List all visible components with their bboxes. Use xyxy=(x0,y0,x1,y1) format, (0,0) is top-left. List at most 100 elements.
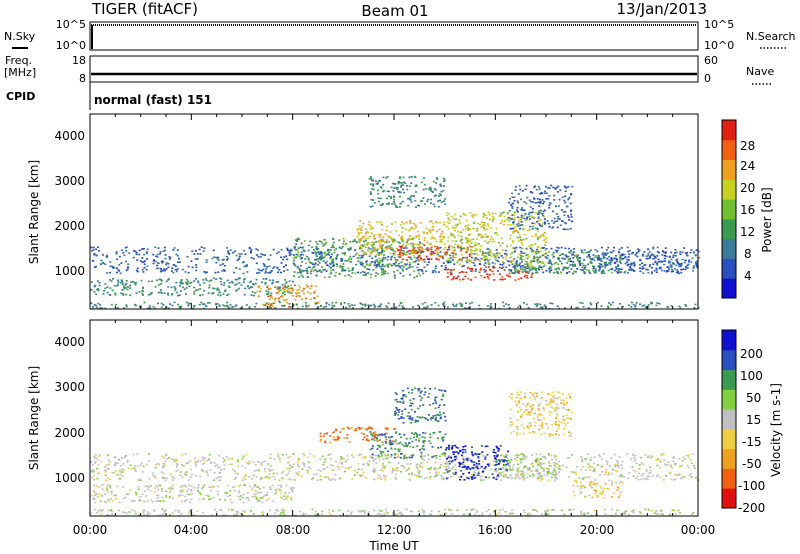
scatter-cell-0 xyxy=(263,460,266,462)
scatter-cell-0 xyxy=(195,269,197,272)
scatter-cell-0 xyxy=(116,258,119,261)
scatter-cell-0 xyxy=(439,246,442,249)
scatter-cell-0 xyxy=(245,453,248,456)
scatter-cell-6 xyxy=(447,268,450,271)
scatter-cell-2 xyxy=(307,291,309,293)
scatter-cell-10 xyxy=(430,198,433,201)
scatter-cell-7 xyxy=(536,260,539,263)
scatter-cell-5 xyxy=(426,249,429,252)
scatter-cell-4 xyxy=(415,226,417,228)
scatter-cell-0 xyxy=(227,250,230,252)
scatter-cell-1 xyxy=(216,287,219,290)
scatter-cell-1 xyxy=(249,485,251,488)
scatter-cell-3 xyxy=(441,395,444,397)
scatter-cell-9 xyxy=(541,213,544,215)
scatter-cell-0 xyxy=(183,465,185,467)
scatter-cell-3 xyxy=(387,266,390,268)
scatter-cell-1 xyxy=(277,484,280,487)
scatter-cell-0 xyxy=(660,454,663,456)
scatter-cell-1 xyxy=(256,500,259,503)
scatter-cell-0 xyxy=(457,476,460,478)
scatter-cell-0 xyxy=(610,473,613,475)
scatter-cell-0 xyxy=(234,472,237,475)
scatter-cell-0 xyxy=(683,261,686,264)
scatter-cell-8 xyxy=(526,257,529,260)
scatter-cell-0 xyxy=(272,475,275,478)
scatter-cell-7 xyxy=(542,239,545,242)
scatter-cell-3 xyxy=(396,401,399,403)
scatter-cell-0 xyxy=(135,269,138,272)
scatter-cell-0 xyxy=(202,250,205,252)
scatter-cell-7 xyxy=(469,212,472,214)
scatter-cell-0 xyxy=(257,249,260,251)
scatter-cell-4 xyxy=(432,222,435,225)
scatter-cell-2 xyxy=(277,286,280,289)
scatter-cell-0 xyxy=(481,460,484,463)
scatter-cell-0 xyxy=(322,463,325,466)
scatter-cell-1 xyxy=(114,292,117,295)
scatter-cell-1 xyxy=(250,286,253,288)
scatter-cell-4 xyxy=(378,236,381,238)
scatter-cell-1 xyxy=(93,494,96,497)
nsearch-tick-bottom: 10^0 xyxy=(704,39,734,52)
scatter-cell-3 xyxy=(341,268,344,270)
scatter-cell-0 xyxy=(115,253,118,255)
scatter-cell-0 xyxy=(542,474,545,477)
scatter-cell-0 xyxy=(308,461,310,464)
scatter-cell-11 xyxy=(677,271,680,274)
scatter-cell-3 xyxy=(422,404,425,406)
scatter-cell-3 xyxy=(437,406,440,409)
cpid-value: normal (fast) 151 xyxy=(94,93,212,107)
scatter-cell-9 xyxy=(531,225,534,228)
scatter-cell-7 xyxy=(469,248,472,251)
scatter-cell-0 xyxy=(171,476,174,478)
scatter-cell-11 xyxy=(609,251,612,254)
scatter-cell-0 xyxy=(554,456,556,458)
scatter-cell-4 xyxy=(432,229,435,231)
scatter-cell-1 xyxy=(135,292,138,294)
scatter-cell-10 xyxy=(392,182,395,185)
scatter-cell-4 xyxy=(465,468,468,470)
scatter-cell-4 xyxy=(401,221,404,224)
scatter-cell-4 xyxy=(378,244,381,246)
scatter-cell-4 xyxy=(468,471,470,474)
scatter-cell-9 xyxy=(564,211,567,213)
scatter-cell-1 xyxy=(202,486,205,488)
scatter-cell-0 xyxy=(248,475,251,478)
scatter-cell-1 xyxy=(138,291,141,293)
scatter-cell-0 xyxy=(619,474,622,476)
scatter-cell-7 xyxy=(540,247,543,250)
scatter-cell-4 xyxy=(475,466,478,469)
scatter-cell-3 xyxy=(333,249,336,251)
scatter-cell-10 xyxy=(413,195,415,197)
scatter-cell-0 xyxy=(585,457,588,460)
scatter-cell-2 xyxy=(268,298,271,301)
scatter-cell-7 xyxy=(502,211,505,213)
scatter-cell-11 xyxy=(673,267,676,270)
scatter-cell-4 xyxy=(498,460,501,463)
scatter-cell-0 xyxy=(95,248,98,251)
scatter-cell-0 xyxy=(363,457,366,460)
scatter-cell-4 xyxy=(464,445,467,447)
scatter-cell-1 xyxy=(284,282,287,285)
scatter-cell-11 xyxy=(642,272,645,275)
scatter-cell-1 xyxy=(285,281,288,283)
scatter-cell-0 xyxy=(690,462,693,464)
scatter-cell-0 xyxy=(461,265,464,268)
scatter-cell-1 xyxy=(150,291,153,294)
scatter-cell-0 xyxy=(638,468,641,470)
scatter-cell-0 xyxy=(688,259,691,262)
scatter-cell-10 xyxy=(399,191,402,194)
scatter-cell-2 xyxy=(276,292,279,294)
scatter-cell-8 xyxy=(532,266,535,268)
scatter-cell-1 xyxy=(262,278,265,280)
scatter-cell-1 xyxy=(220,278,223,280)
colorbar-frame xyxy=(721,119,737,299)
scatter-cell-2 xyxy=(314,285,317,287)
scatter-cell-5 xyxy=(400,247,403,249)
scatter-cell-8 xyxy=(600,257,603,260)
scatter-cell-7 xyxy=(473,257,476,259)
scatter-cell-12 xyxy=(539,303,542,306)
beam-title: Beam 01 xyxy=(361,2,428,20)
scatter-cell-0 xyxy=(120,262,123,264)
